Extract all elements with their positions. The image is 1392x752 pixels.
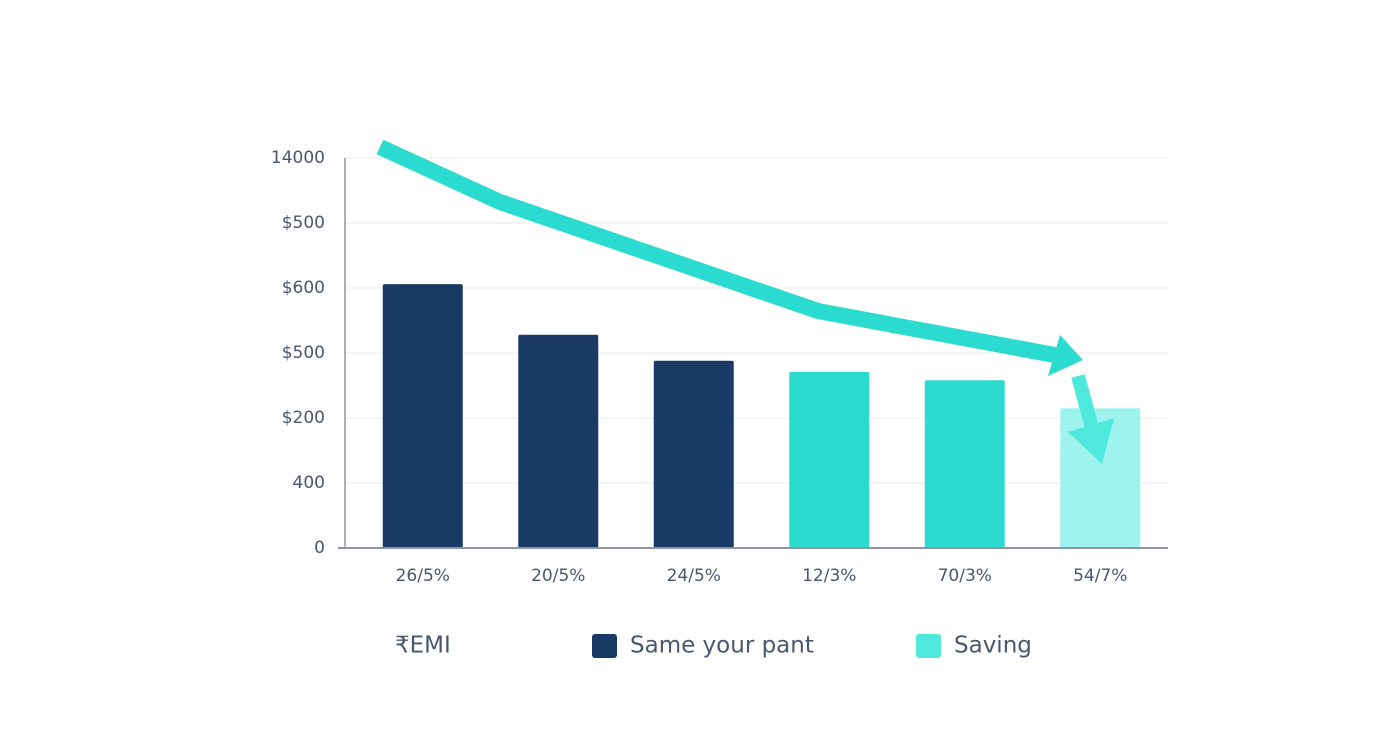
x-tick-label: 26/5% xyxy=(396,566,450,586)
trend-arrow xyxy=(376,139,1114,464)
bar xyxy=(924,380,1005,548)
x-tick-label: 20/5% xyxy=(531,566,585,586)
bar xyxy=(789,371,870,548)
bar xyxy=(518,334,599,548)
x-tick-label: 12/3% xyxy=(802,566,856,586)
y-tick-label: 14000 xyxy=(271,148,325,168)
legend-swatch xyxy=(592,634,617,658)
bar xyxy=(653,360,734,548)
y-tick-label: $200 xyxy=(282,408,325,428)
bar xyxy=(382,284,463,548)
x-tick-label: 24/5% xyxy=(667,566,721,586)
x-tick-label: 70/3% xyxy=(938,566,992,586)
y-tick-label: $600 xyxy=(282,278,325,298)
arrow-line xyxy=(376,139,1062,364)
y-tick-label: 0 xyxy=(314,538,325,558)
y-tick-label: $500 xyxy=(282,213,325,233)
arrow-line xyxy=(1071,374,1099,430)
arrow-head xyxy=(1068,418,1114,464)
legend-label: Same your pant xyxy=(630,633,814,659)
y-tick-label: $500 xyxy=(282,343,325,363)
legend-label: Saving xyxy=(954,633,1032,659)
arrow-head xyxy=(1048,335,1083,376)
y-tick-label: 400 xyxy=(293,473,325,493)
legend-swatch xyxy=(916,634,941,658)
x-tick-label: 54/7% xyxy=(1073,566,1127,586)
legend-note: ₹EMI xyxy=(395,633,451,659)
